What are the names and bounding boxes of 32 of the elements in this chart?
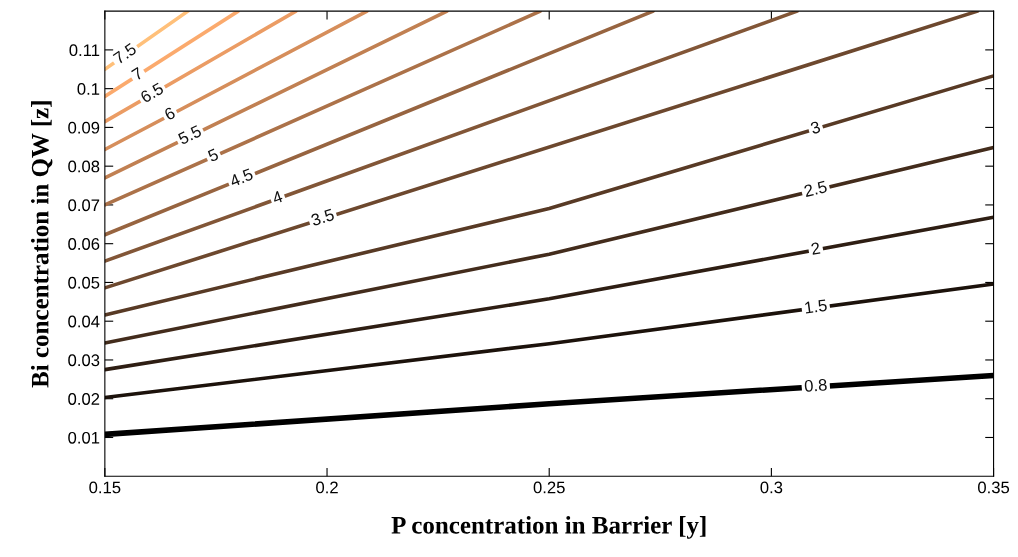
y-tick-label: 0.11 [69, 44, 100, 57]
y-tick-label: 0.06 [68, 238, 100, 250]
text: 5.5 [177, 124, 203, 145]
y-tick-label: 0.08 [68, 160, 100, 173]
x-tick-label: 0.2 [316, 481, 338, 494]
x-tick-label: 0.3 [760, 481, 783, 494]
y-tick-label: 0.05 [68, 276, 100, 289]
y-tick-label: 0.01 [68, 431, 100, 444]
y-tick-label: 0.1 [77, 83, 100, 95]
x-tick-label: 0.35 [978, 481, 1010, 494]
text: 3.5 [310, 208, 335, 227]
text: 6 [163, 106, 176, 121]
x-axis-title: P concentration in Barrier [y] [391, 516, 706, 539]
text: 7 [131, 67, 144, 81]
y-tick-label: 0.09 [68, 121, 100, 134]
text: 2.5 [803, 180, 828, 198]
y-tick-label: 0.02 [68, 393, 100, 405]
text: 3 [809, 120, 821, 135]
text: 1.5 [804, 299, 828, 314]
x-tick-label: 0.15 [89, 481, 121, 494]
text: 4 [271, 190, 284, 205]
y-tick-label: 0.07 [68, 199, 100, 212]
y-tick-label: 0.04 [68, 315, 100, 328]
y-axis-title: Bi concentration in QW [z] [31, 101, 53, 388]
text: 4.5 [228, 168, 254, 188]
series-label: 0.8 [804, 378, 827, 392]
text: 6.5 [139, 82, 165, 104]
text: 2 [810, 242, 821, 255]
text: 7.5 [112, 42, 138, 65]
x-tick-label: 0.25 [533, 481, 565, 494]
y-tick-label: 0.03 [68, 354, 100, 367]
text: 5 [207, 148, 220, 163]
